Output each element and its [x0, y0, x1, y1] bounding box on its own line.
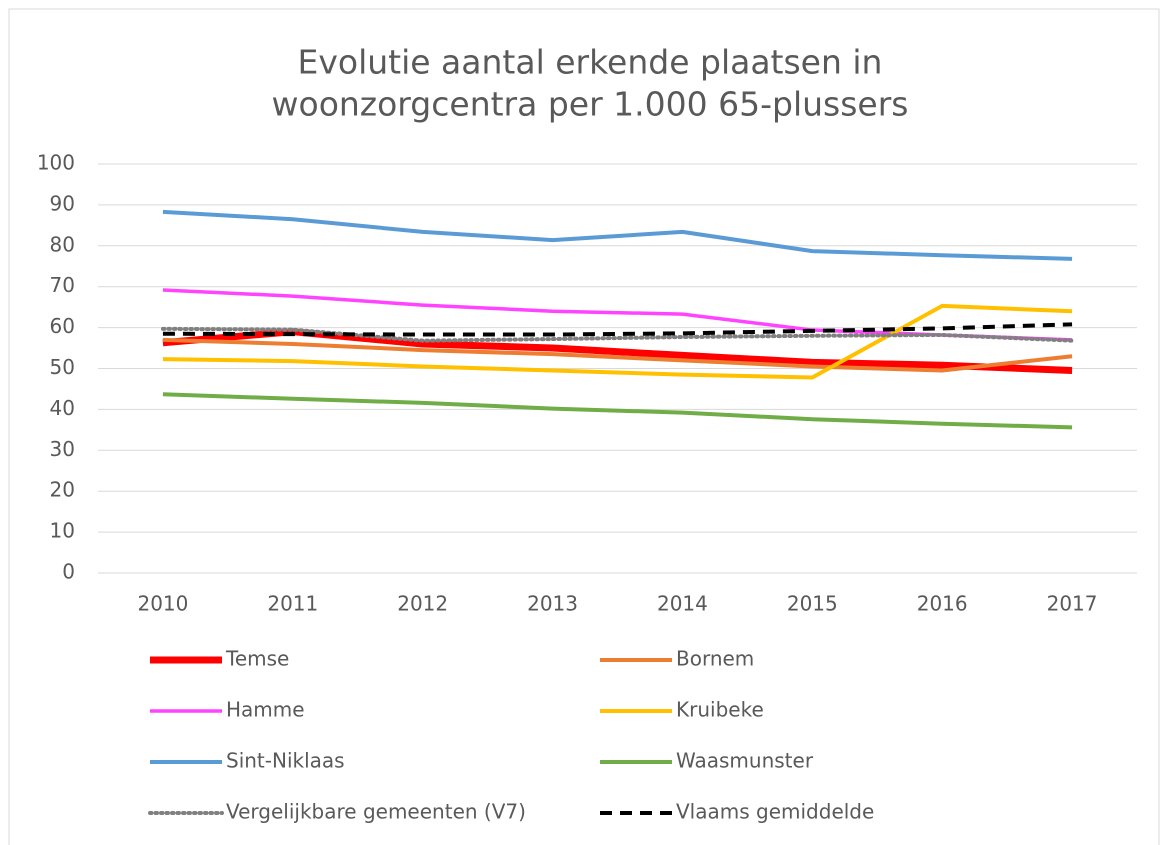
series-line: [162, 337, 1073, 373]
series-line: [162, 322, 1073, 337]
y-tick-label: 20: [50, 478, 75, 502]
x-tick-label: 2017: [1047, 592, 1098, 616]
legend-label: Hamme: [226, 698, 305, 722]
y-tick-label: 70: [50, 273, 75, 297]
y-tick-label: 80: [50, 232, 75, 256]
legend-label: Vlaams gemiddelde: [676, 800, 874, 824]
series-line: [162, 392, 1073, 430]
y-tick-label: 40: [50, 396, 75, 420]
y-tick-label: 10: [50, 519, 75, 543]
chart-title: woonzorgcentra per 1.000 65-plussers: [272, 85, 909, 124]
legend-label: Bornem: [676, 647, 754, 671]
y-tick-label: 50: [50, 355, 75, 379]
x-tick-label: 2010: [137, 592, 188, 616]
legend-label: Waasmunster: [676, 749, 814, 773]
legend-label: Sint-Niklaas: [226, 749, 345, 773]
y-tick-label: 30: [50, 437, 75, 461]
x-tick-label: 2016: [917, 592, 968, 616]
legend-label: Temse: [225, 647, 289, 671]
x-tick-label: 2015: [787, 592, 838, 616]
series-line: [162, 209, 1073, 261]
series-line: [162, 303, 1073, 380]
chart-title: Evolutie aantal erkende plaatsen in: [298, 43, 883, 82]
x-tick-label: 2011: [267, 592, 318, 616]
series-line: [160, 326, 1075, 343]
legend-label: Kruibeke: [676, 698, 764, 722]
chart-border: [8, 8, 1160, 845]
y-tick-label: 60: [50, 314, 75, 338]
legend-label: Vergelijkbare gemeenten (V7): [226, 800, 526, 824]
x-tick-label: 2014: [657, 592, 708, 616]
x-tick-label: 2013: [527, 592, 578, 616]
y-tick-label: 0: [62, 560, 75, 584]
y-tick-label: 100: [37, 151, 75, 175]
y-tick-label: 90: [50, 191, 75, 215]
x-tick-label: 2012: [397, 592, 448, 616]
